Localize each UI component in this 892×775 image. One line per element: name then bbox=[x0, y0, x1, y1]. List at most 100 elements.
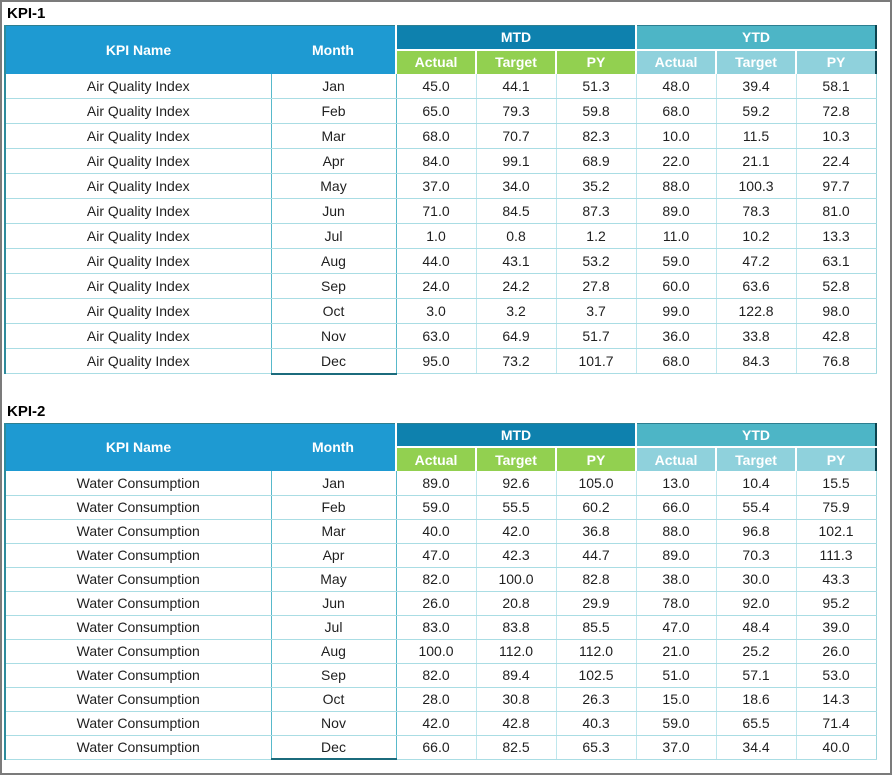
table-row: Water Consumption May 82.0 100.0 82.8 38.0 30.… bbox=[5, 567, 877, 592]
ytd-actual-cell: 11.0 bbox=[635, 223, 717, 249]
mtd-target-cell: 30.8 bbox=[475, 687, 556, 712]
mtd-py-cell: 36.8 bbox=[555, 519, 637, 544]
ytd-actual-cell: 36.0 bbox=[635, 323, 717, 349]
mtd-target-cell: 89.4 bbox=[475, 663, 556, 688]
kpi-name-cell: Water Consumption bbox=[5, 543, 271, 568]
group-header-ytd: YTD bbox=[635, 422, 878, 448]
ytd-target-cell: 96.8 bbox=[715, 519, 797, 544]
mtd-py-cell: 87.3 bbox=[555, 198, 637, 224]
month-cell: Sep bbox=[270, 663, 397, 688]
mtd-py-cell: 65.3 bbox=[555, 735, 637, 760]
ytd-actual-cell: 51.0 bbox=[635, 663, 717, 688]
month-cell: Jan bbox=[270, 73, 397, 99]
table-row: Water Consumption Jun 26.0 20.8 29.9 78.0 92.0… bbox=[5, 591, 877, 616]
ytd-actual-cell: 13.0 bbox=[635, 471, 717, 496]
ytd-actual-cell: 47.0 bbox=[635, 615, 717, 640]
mtd-target-cell: 55.5 bbox=[475, 495, 556, 520]
table-row: Air Quality Index Nov 63.0 64.9 51.7 36.0 33.8… bbox=[5, 323, 877, 349]
mtd-target-cell: 73.2 bbox=[475, 348, 556, 374]
ytd-target-cell: 11.5 bbox=[715, 123, 797, 149]
kpi-name-cell: Water Consumption bbox=[5, 519, 271, 544]
table-row: Water Consumption Jul 83.0 83.8 85.5 47.0 48.4… bbox=[5, 615, 877, 640]
month-cell: Nov bbox=[270, 711, 397, 736]
table-row: Air Quality Index Feb 65.0 79.3 59.8 68.0 59.2… bbox=[5, 98, 877, 124]
ytd-target-cell: 48.4 bbox=[715, 615, 797, 640]
mtd-py-cell: 3.7 bbox=[555, 298, 637, 324]
ytd-actual-cell: 99.0 bbox=[635, 298, 717, 324]
month-cell: Nov bbox=[270, 323, 397, 349]
mtd-py-cell: 82.3 bbox=[555, 123, 637, 149]
kpi-section: KPI-1 KPI Name Month MTD YTD Actual Targ… bbox=[4, 3, 890, 375]
month-cell: Jul bbox=[270, 223, 397, 249]
kpi-name-cell: Water Consumption bbox=[5, 615, 271, 640]
ytd-py-cell: 39.0 bbox=[795, 615, 877, 640]
col-header-ytd-actual: Actual bbox=[635, 446, 717, 471]
mtd-py-cell: 101.7 bbox=[555, 348, 637, 374]
ytd-py-cell: 42.8 bbox=[795, 323, 877, 349]
ytd-actual-cell: 68.0 bbox=[635, 348, 717, 374]
ytd-py-cell: 75.9 bbox=[795, 495, 877, 520]
mtd-py-cell: 26.3 bbox=[555, 687, 637, 712]
kpi-name-cell: Water Consumption bbox=[5, 687, 271, 712]
ytd-actual-cell: 15.0 bbox=[635, 687, 717, 712]
table-row: Air Quality Index Dec 95.0 73.2 101.7 68.0 84.… bbox=[5, 348, 877, 375]
mtd-py-cell: 35.2 bbox=[555, 173, 637, 199]
mtd-py-cell: 27.8 bbox=[555, 273, 637, 299]
ytd-py-cell: 22.4 bbox=[795, 148, 877, 174]
col-header-mtd-target: Target bbox=[475, 49, 556, 74]
table-row: Air Quality Index Aug 44.0 43.1 53.2 59.0 47.2… bbox=[5, 248, 877, 274]
mtd-target-cell: 100.0 bbox=[475, 567, 556, 592]
kpi-name-cell: Air Quality Index bbox=[5, 248, 271, 274]
kpi-name-cell: Water Consumption bbox=[5, 567, 271, 592]
mtd-actual-cell: 68.0 bbox=[396, 123, 476, 149]
kpi-name-cell: Air Quality Index bbox=[5, 198, 271, 224]
kpi-section: KPI-2 KPI Name Month MTD YTD Actual Targ… bbox=[4, 401, 890, 760]
mtd-actual-cell: 47.0 bbox=[396, 543, 476, 568]
col-header-mtd-actual: Actual bbox=[395, 49, 476, 74]
ytd-target-cell: 122.8 bbox=[715, 298, 797, 324]
kpi-name-cell: Water Consumption bbox=[5, 495, 271, 520]
ytd-target-cell: 65.5 bbox=[715, 711, 797, 736]
ytd-py-cell: 72.8 bbox=[795, 98, 877, 124]
month-cell: May bbox=[270, 567, 397, 592]
ytd-actual-cell: 37.0 bbox=[635, 735, 717, 760]
ytd-target-cell: 39.4 bbox=[715, 73, 797, 99]
kpi-name-cell: Air Quality Index bbox=[5, 323, 271, 349]
header-sub-row: Actual Target PY Actual Target PY bbox=[5, 446, 878, 471]
ytd-actual-cell: 48.0 bbox=[635, 73, 717, 99]
kpi-name-cell: Air Quality Index bbox=[5, 98, 271, 124]
ytd-actual-cell: 68.0 bbox=[635, 98, 717, 124]
table-body: Air Quality Index Jan 45.0 44.1 51.3 48.0 39.4… bbox=[5, 73, 877, 375]
mtd-target-cell: 44.1 bbox=[475, 73, 556, 99]
mtd-py-cell: 68.9 bbox=[555, 148, 637, 174]
mtd-target-cell: 3.2 bbox=[475, 298, 556, 324]
month-cell: Dec bbox=[270, 348, 397, 375]
col-header-month: Month bbox=[271, 25, 396, 74]
table-row: Water Consumption Mar 40.0 42.0 36.8 88.0 96.8… bbox=[5, 519, 877, 544]
ytd-actual-cell: 78.0 bbox=[635, 591, 717, 616]
ytd-target-cell: 10.4 bbox=[715, 471, 797, 496]
ytd-actual-cell: 59.0 bbox=[635, 711, 717, 736]
mtd-py-cell: 51.3 bbox=[555, 73, 637, 99]
mtd-actual-cell: 40.0 bbox=[396, 519, 476, 544]
mtd-py-cell: 59.8 bbox=[555, 98, 637, 124]
table-row: Water Consumption Nov 42.0 42.8 40.3 59.0 65.5… bbox=[5, 711, 877, 736]
ytd-actual-cell: 88.0 bbox=[635, 519, 717, 544]
mtd-actual-cell: 59.0 bbox=[396, 495, 476, 520]
mtd-py-cell: 105.0 bbox=[555, 471, 637, 496]
col-header-mtd-py: PY bbox=[554, 49, 637, 74]
ytd-target-cell: 55.4 bbox=[715, 495, 797, 520]
table-row: Air Quality Index May 37.0 34.0 35.2 88.0 100.… bbox=[5, 173, 877, 199]
ytd-py-cell: 95.2 bbox=[795, 591, 877, 616]
table-row: Water Consumption Aug 100.0 112.0 112.0 21.0 2… bbox=[5, 639, 877, 664]
mtd-actual-cell: 24.0 bbox=[396, 273, 476, 299]
mtd-actual-cell: 65.0 bbox=[396, 98, 476, 124]
kpi-name-cell: Air Quality Index bbox=[5, 348, 271, 374]
mtd-actual-cell: 82.0 bbox=[396, 567, 476, 592]
ytd-py-cell: 15.5 bbox=[795, 471, 877, 496]
mtd-actual-cell: 63.0 bbox=[396, 323, 476, 349]
ytd-py-cell: 53.0 bbox=[795, 663, 877, 688]
table-row: Water Consumption Sep 82.0 89.4 102.5 51.0 57.… bbox=[5, 663, 877, 688]
table-row: Air Quality Index Jul 1.0 0.8 1.2 11.0 10.2 13.… bbox=[5, 223, 877, 249]
